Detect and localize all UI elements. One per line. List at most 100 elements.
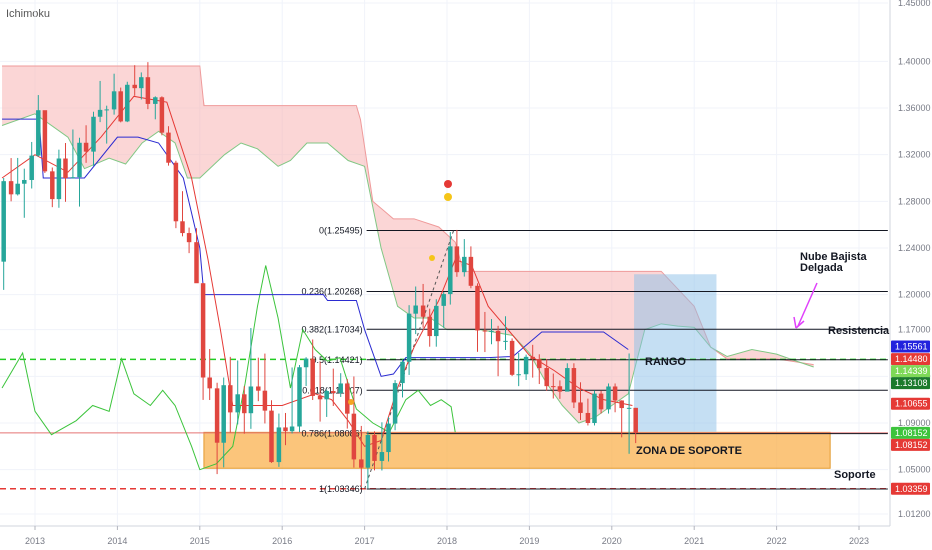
price-label-text: 1.08152	[895, 440, 928, 450]
candle-body	[132, 84, 137, 89]
candle-body	[462, 256, 467, 273]
candle-body	[283, 427, 288, 432]
kijun-sen	[2, 118, 629, 377]
candle-body	[111, 91, 117, 110]
x-tick-label: 2017	[355, 536, 375, 546]
fib-level-label: 0.5(1.14421)	[312, 355, 363, 365]
y-tick-label: 1.40000	[898, 56, 931, 66]
signal-dot-yellow	[429, 255, 435, 261]
candle-body	[400, 361, 405, 384]
support-label: Soporte	[834, 469, 876, 481]
fibonacci-retracement: 0(1.25495) 0.236(1.20268) 0.382(1.17034) 0.…	[302, 226, 888, 494]
candle-body	[180, 221, 185, 234]
candle-body	[495, 330, 501, 342]
candle-body	[434, 305, 439, 337]
candle-body	[42, 110, 48, 172]
candle-body	[626, 407, 632, 409]
candle-body	[420, 305, 426, 317]
candle-body	[612, 386, 618, 401]
candle-body	[537, 359, 542, 369]
candle-body	[289, 426, 295, 432]
x-tick-label: 2018	[437, 536, 457, 546]
resistance-label: Resistencia	[828, 325, 890, 337]
price-label-text: 1.10655	[895, 399, 928, 409]
candle-body	[523, 356, 529, 375]
candle-body	[324, 391, 329, 400]
y-tick-label: 1.01200	[898, 509, 931, 519]
candle-body	[153, 97, 158, 104]
candle-body	[441, 294, 446, 306]
y-tick-label: 1.09000	[898, 418, 931, 428]
fib-level-label: 0(1.25495)	[319, 226, 363, 236]
y-tick-label: 1.32000	[898, 150, 931, 160]
candle-body	[633, 407, 638, 433]
bearish-cloud-fill	[2, 66, 814, 423]
candle-body	[248, 386, 254, 414]
candle-body	[276, 427, 282, 463]
candle-body	[565, 368, 570, 392]
signal-dot-red	[444, 180, 452, 188]
y-tick-label: 1.17000	[898, 325, 931, 335]
candle-body	[406, 313, 412, 362]
candle-body	[310, 358, 315, 396]
candle-body	[56, 158, 62, 200]
candle-body	[125, 84, 130, 122]
y-tick-label: 1.20000	[898, 290, 931, 300]
candle-body	[1, 181, 6, 262]
fib-level-label: 0.618(1.11807)	[302, 385, 362, 395]
candle-body	[63, 158, 68, 179]
candle-body	[269, 410, 274, 463]
candle-body	[482, 330, 488, 332]
candle-body	[200, 283, 206, 378]
y-tick-label: 1.24000	[898, 243, 931, 253]
candle-body	[173, 162, 179, 222]
candle-body	[221, 385, 226, 443]
candle-body	[262, 390, 268, 411]
price-label-text: 1.13108	[895, 378, 928, 388]
candle-body	[427, 316, 432, 337]
candle-body	[345, 383, 350, 414]
candle-body	[468, 256, 474, 286]
arrow-shaft	[797, 282, 818, 327]
arrow-head	[793, 316, 805, 329]
candle-body	[97, 109, 103, 117]
indicator-label: Ichimoku	[6, 8, 50, 20]
price-label-box	[891, 340, 930, 353]
candle-body	[331, 391, 336, 394]
candle-body	[303, 358, 309, 368]
thin-cloud-label: Delgada	[800, 262, 844, 274]
candle-body	[503, 340, 508, 342]
x-tick-label: 2019	[519, 536, 539, 546]
x-tick-label: 2013	[25, 536, 45, 546]
candle-body	[91, 116, 96, 152]
price-label-box	[891, 353, 930, 366]
candle-body	[22, 179, 27, 184]
candle-body	[475, 285, 480, 331]
candle-body	[8, 181, 14, 195]
candle-body	[606, 386, 611, 410]
candle-body	[235, 394, 240, 413]
price-label-text: 1.08152	[895, 428, 928, 438]
price-label-box	[891, 438, 930, 451]
candle-body	[338, 383, 343, 394]
price-label-box	[891, 482, 930, 495]
candle-body	[194, 242, 199, 284]
candle-body	[585, 412, 591, 423]
y-tick-label: 1.05000	[898, 465, 931, 475]
candle-body	[454, 246, 460, 273]
candle-body	[118, 91, 123, 122]
candle-body	[386, 423, 391, 453]
signal-dot-yellow	[444, 193, 452, 201]
candle-body	[207, 377, 212, 389]
candle-body	[544, 368, 549, 387]
candle-body	[379, 452, 385, 461]
x-tick-label: 2020	[602, 536, 622, 546]
candle-body	[448, 246, 453, 295]
candle-body	[619, 400, 624, 409]
price-label-box	[891, 426, 930, 439]
fib-level-label: 0.382(1.17034)	[302, 324, 363, 334]
price-label-text: 1.03359	[895, 484, 928, 494]
candle-body	[372, 435, 377, 461]
candle-body	[516, 374, 521, 376]
price-label-text: 1.15561	[895, 341, 928, 351]
